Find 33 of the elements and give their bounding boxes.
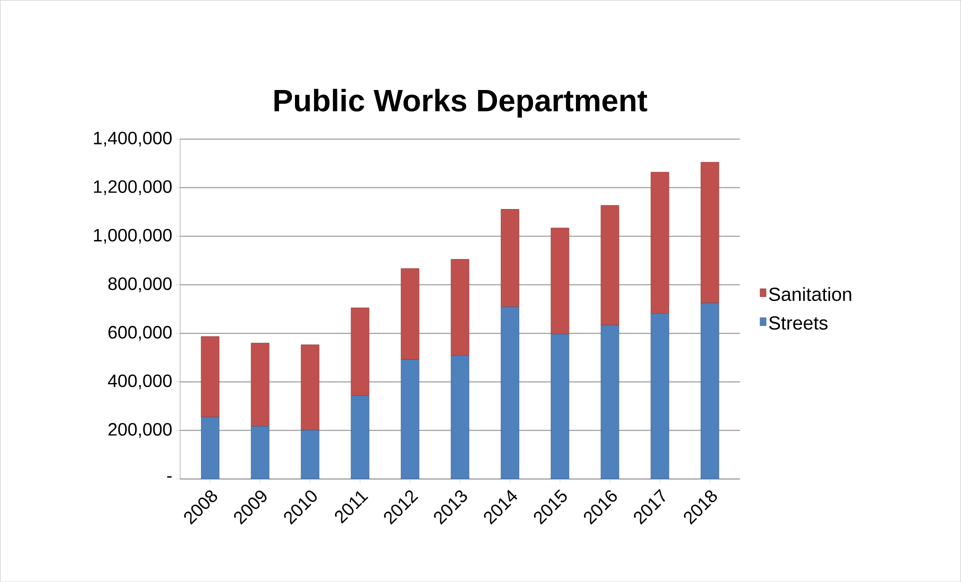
bar (350, 308, 370, 396)
bar (700, 162, 720, 304)
bar (550, 228, 570, 334)
bar (250, 342, 270, 426)
y-tick-label: 1,200,000 (94, 180, 172, 196)
y-tick-label: - (167, 476, 172, 478)
bar (400, 359, 420, 479)
bar (600, 324, 620, 479)
bar (650, 313, 670, 479)
bar (500, 306, 520, 479)
bar (300, 430, 320, 479)
bar (350, 395, 370, 479)
bar (700, 302, 720, 479)
y-tick-label: 600,000 (108, 326, 172, 341)
bar (450, 259, 470, 356)
legend-label: Streets (769, 316, 828, 330)
y-tick-label: 800,000 (108, 277, 172, 292)
bar (300, 344, 320, 430)
chart-title: Public Works Department (274, 88, 648, 118)
bar (200, 416, 220, 479)
bar (200, 336, 220, 418)
bar (650, 172, 670, 314)
y-tick-label: 200,000 (108, 422, 172, 438)
y-tick-label: 1,000,000 (94, 228, 172, 244)
bar (550, 334, 570, 479)
bar (600, 205, 620, 326)
bar (250, 426, 270, 479)
bar (450, 355, 470, 479)
legend-label: Sanitation (769, 287, 852, 301)
y-tick-label: 400,000 (108, 374, 172, 390)
bar (400, 268, 420, 360)
bar (500, 209, 520, 308)
y-tick-label: 1,400,000 (94, 132, 172, 146)
